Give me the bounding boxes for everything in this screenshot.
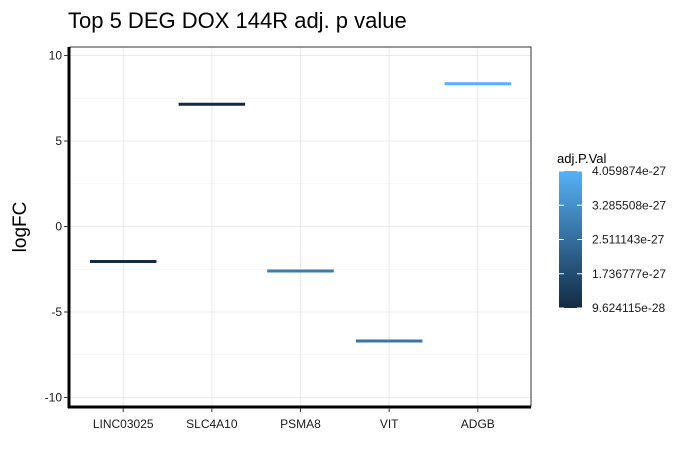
legend-tick-label: 4.059874e-27 — [592, 164, 666, 178]
legend-title: adj.P.Val — [557, 151, 607, 166]
legend-colorbar — [559, 171, 582, 308]
legend-tick-label: 1.736777e-27 — [592, 267, 666, 281]
data-marks — [89, 82, 512, 343]
y-tick-label: 10 — [49, 49, 63, 63]
x-tick-label: ADGB — [461, 417, 495, 431]
axes: -10 -5 0 5 10 LINC03025 SLC4A10 PSMA8 VIT ADGB — [45, 47, 531, 431]
x-tick-label: SLC4A10 — [186, 417, 238, 431]
grid — [69, 46, 532, 407]
legend-tick-label: 9.624115e-28 — [592, 301, 666, 315]
y-tick-label: 0 — [55, 220, 62, 234]
legend-tick-label: 2.511143e-27 — [592, 232, 665, 246]
legend-tick-label: 3.285508e-27 — [592, 198, 666, 212]
x-tick-label: PSMA8 — [280, 417, 321, 431]
y-tick-label: -10 — [45, 390, 63, 404]
y-tick-label: 5 — [55, 134, 62, 148]
y-axis-label: logFC — [10, 202, 31, 253]
x-tick-label: LINC03025 — [93, 417, 154, 431]
y-tick-label: -5 — [51, 305, 62, 319]
x-tick-label: VIT — [380, 417, 399, 431]
chart-title: Top 5 DEG DOX 144R adj. p value — [68, 8, 407, 33]
